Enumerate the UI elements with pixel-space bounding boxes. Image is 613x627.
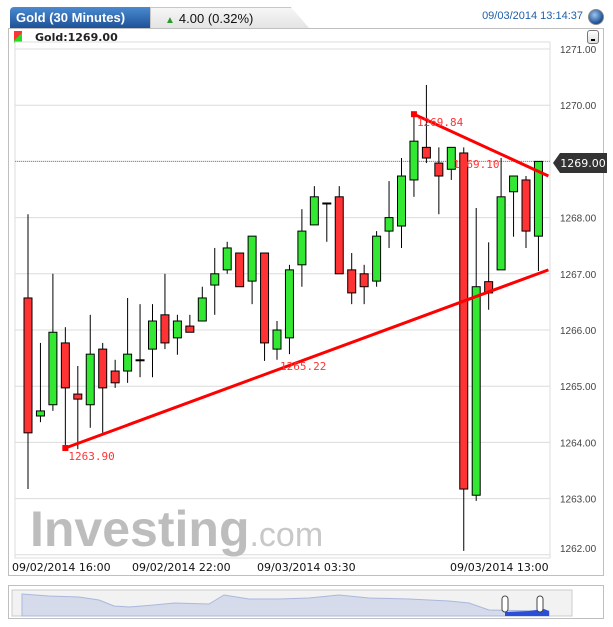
bearish-candle [185,325,195,333]
price-annotation: 1263.90 [68,450,114,463]
timestamp: 09/03/2014 13:14:37 [482,10,583,22]
y-tick-label: 1262.00 [560,544,597,555]
bullish-candle [197,297,207,322]
trendline-handle [62,445,69,452]
y-tick-label: 1268.00 [560,214,597,225]
navigator-panel[interactable] [8,585,604,619]
y-tick-label: 1271.00 [560,45,597,56]
y-tick-label: 1263.00 [560,495,597,506]
x-tick-label: 09/02/2014 22:00 [132,561,231,574]
last-price-label: 1269.00 [560,157,606,170]
price-change-tab: ▲ 4.00 (0.32%) [150,7,310,29]
chart-title-tab[interactable]: Gold (30 Minutes) [10,7,162,29]
minimize-icon[interactable] [587,30,599,44]
bullish-candle [471,286,481,496]
price-change: 4.00 (0.32%) [178,11,254,26]
bearish-candle [521,179,531,232]
bullish-candle [509,175,519,193]
bullish-candle [372,235,382,282]
x-tick-label: 09/03/2014 13:00 [450,561,549,574]
bearish-candle [60,342,70,389]
price-annotation: 1269.84 [417,116,464,129]
bullish-candle [148,320,157,350]
x-tick-label: 09/02/2014 16:00 [12,561,111,574]
bearish-candle [434,162,444,177]
bullish-candle [533,160,543,237]
navigator-series [21,593,550,617]
bearish-candle [73,393,83,400]
bullish-candle [384,217,394,232]
bullish-candle [222,247,232,271]
y-tick-label: 1264.00 [560,438,597,449]
price-annotation: 1269.10 [453,158,499,171]
last-price-tag: 1269.00 [553,153,607,173]
candlestick-legend-icon [14,31,22,43]
bearish-candle [359,273,369,288]
bullish-candle [297,230,307,266]
bullish-candle [284,269,294,339]
y-tick-label: 1265.00 [560,382,597,393]
bearish-candle [23,297,33,434]
instrument-legend: Gold:1269.00 [35,31,118,44]
price-annotation: 1265.22 [280,360,326,373]
bearish-candle [421,146,431,159]
bullish-candle [210,273,220,286]
bearish-candle [160,314,170,344]
bullish-candle [272,329,282,350]
bullish-candle [446,146,456,170]
trendline [64,268,549,450]
x-tick-label: 09/03/2014 03:30 [257,561,356,574]
globe-icon[interactable] [588,9,604,25]
bullish-candle [135,359,145,362]
bearish-candle [110,370,120,384]
navigator-left-handle[interactable] [501,595,509,613]
bullish-candle [397,175,406,227]
navigator-overview[interactable] [9,586,605,620]
trendline-handle [410,111,417,118]
y-tick-label: 1266.00 [560,326,597,337]
bearish-candle [260,252,270,344]
bullish-candle [48,331,58,406]
y-tick-label: 1267.00 [560,270,597,281]
bullish-candle [35,410,45,417]
bullish-candle [123,353,133,372]
bullish-candle [322,202,332,205]
navigator-right-handle[interactable] [536,595,544,613]
bullish-candle [247,235,257,282]
bearish-candle [459,152,469,490]
bearish-candle [334,196,344,275]
trendline [413,112,550,178]
bearish-candle [98,348,108,389]
investing-logo-watermark: Investing.com [30,501,323,557]
bullish-candle [172,320,182,339]
bearish-candle [347,269,357,294]
y-tick-label: 1270.00 [560,101,597,112]
up-arrow-icon: ▲ [165,15,175,26]
bullish-candle [409,140,419,181]
bullish-candle [85,353,95,406]
bullish-candle [496,196,506,271]
bearish-candle [235,252,245,288]
bullish-candle [309,196,319,226]
